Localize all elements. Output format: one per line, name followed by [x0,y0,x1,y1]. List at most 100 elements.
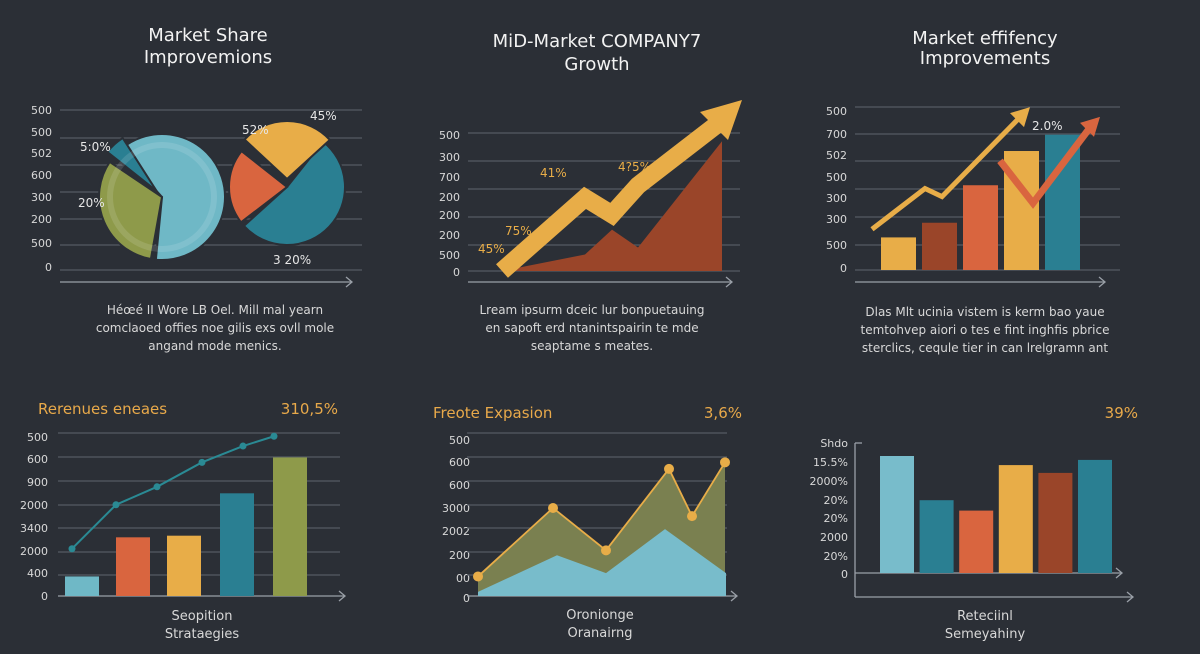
data-label: 20% [78,196,105,210]
bar [1045,134,1080,270]
line-point [112,501,120,509]
description-line: sterclics, cequle tier in can lrelgramn … [862,341,1108,355]
y-tick-label: 300 [31,191,52,204]
y-tick-label: 3000 [442,502,470,515]
trend-arrow-head-icon [1080,116,1100,137]
y-tick-label: 502 [826,149,847,162]
title_lines-line: MiD-Market COMPANY7 [493,31,702,52]
y-tick-label: 400 [27,567,48,580]
pie-ring [107,142,217,252]
data-label: 2.0% [1032,119,1063,133]
y-tick-label: 20% [824,494,848,507]
data-label: 52% [242,123,269,137]
y-tick-label: 15.5% [813,456,848,469]
panel-title: Freote Expasion [433,404,552,422]
line-point [68,545,76,553]
pie-slice [243,120,332,181]
y-tick-label: 500 [826,105,847,118]
data-label: 45% [478,242,505,256]
bar [116,537,150,596]
growth-arrow-line [496,113,728,278]
axis-arrow-icon [1115,567,1124,579]
trend-line [997,122,1095,209]
bar [922,222,957,270]
data-label: 41% [540,166,567,180]
title_lines-line: Market Share [148,25,268,46]
line-point [473,571,483,582]
data-label: 5:0% [80,140,111,154]
y-tick-label: 300 [826,213,847,226]
line-series [477,461,726,578]
y-tick-label: 500 [31,126,52,139]
title_lines-line: Improvements [920,48,1050,69]
y-tick-label: 0 [841,568,848,581]
bar [1038,472,1073,573]
bar [881,237,916,270]
y-tick-label: 0 [45,261,52,274]
title_lines-line: Market effifency [912,28,1058,49]
line-point [239,442,247,450]
y-tick-label: 200 [439,209,460,222]
description-line: temtohvep aiori o tes e fint inghfis pbr… [861,323,1110,337]
line-point [720,457,730,468]
caption-line: Oronionge [566,608,634,623]
bar [919,500,954,573]
caption-line: Strataegies [165,627,240,642]
description-line: Dlas Mlt ucinia vistem is kerm bao yaue [865,305,1104,319]
bar [273,457,307,596]
pie-slice [242,140,346,246]
bar [65,576,99,596]
y-tick-label: 2000 [20,545,48,558]
y-tick-label: 600 [449,456,470,469]
area-series [502,141,722,271]
y-tick-label: 900 [27,476,48,489]
y-tick-label: 2002 [442,525,470,538]
y-tick-label: 2000 [20,499,48,512]
value-label: 310,5% [281,400,338,418]
pie-slice [118,133,226,261]
y-tick-label: 200 [449,549,470,562]
y-tick-label: 300 [826,192,847,205]
title_lines-line: Growth [564,54,629,75]
y-tick-label: 700 [439,171,460,184]
trend-line [870,113,1024,232]
bar [959,510,994,573]
line-point [548,502,558,513]
value-label: 39% [1105,404,1138,422]
panel-retention: 39% Shdo 15.5% 2000% 20% 20% 2000 20% 0 Reteciinl… [810,404,1138,642]
area-series [478,529,726,596]
line-point [270,432,278,440]
y-tick-label: 500 [439,129,460,142]
y-tick-label: 300 [439,151,460,164]
y-tick-label: 0 [840,262,847,275]
y-tick-label: 200 [31,213,52,226]
title_lines-line: Improvemions [144,47,272,68]
description-line: comclaoed offies noe gilis exs ovll mole [96,321,334,335]
pie-slice [98,160,164,261]
axis-arrow-icon [1098,276,1107,288]
y-tick-label: 500 [439,249,460,262]
y-tick-label: 600 [31,169,52,182]
line-point [664,463,674,474]
description-line: Lream ipsurm dceic lur bonpuetauing [479,303,704,317]
caption-line: Semeyahiny [945,627,1026,642]
value-label: 3,6% [704,404,742,422]
line-series [71,435,275,550]
axis-arrow-icon [1126,591,1135,603]
line-point [198,458,206,466]
caption-line: Seopition [172,609,233,624]
panel-revenues: Rerenues eneaes 310,5% 500 600 900 2000 3400 20… [20,400,347,642]
axis-arrow-icon [345,276,354,288]
description-line: angand mode menics. [148,339,282,353]
axis-arrow-icon [730,590,739,602]
line-point [601,545,611,556]
pie-slice [228,149,289,224]
y-tick-label: 600 [449,479,470,492]
y-tick-label: 500 [27,431,48,444]
data-label: 3 20% [273,253,311,267]
y-tick-label: 500 [826,239,847,252]
y-tick-label: 502 [31,147,52,160]
description-line: seaptame s meates. [531,339,653,353]
